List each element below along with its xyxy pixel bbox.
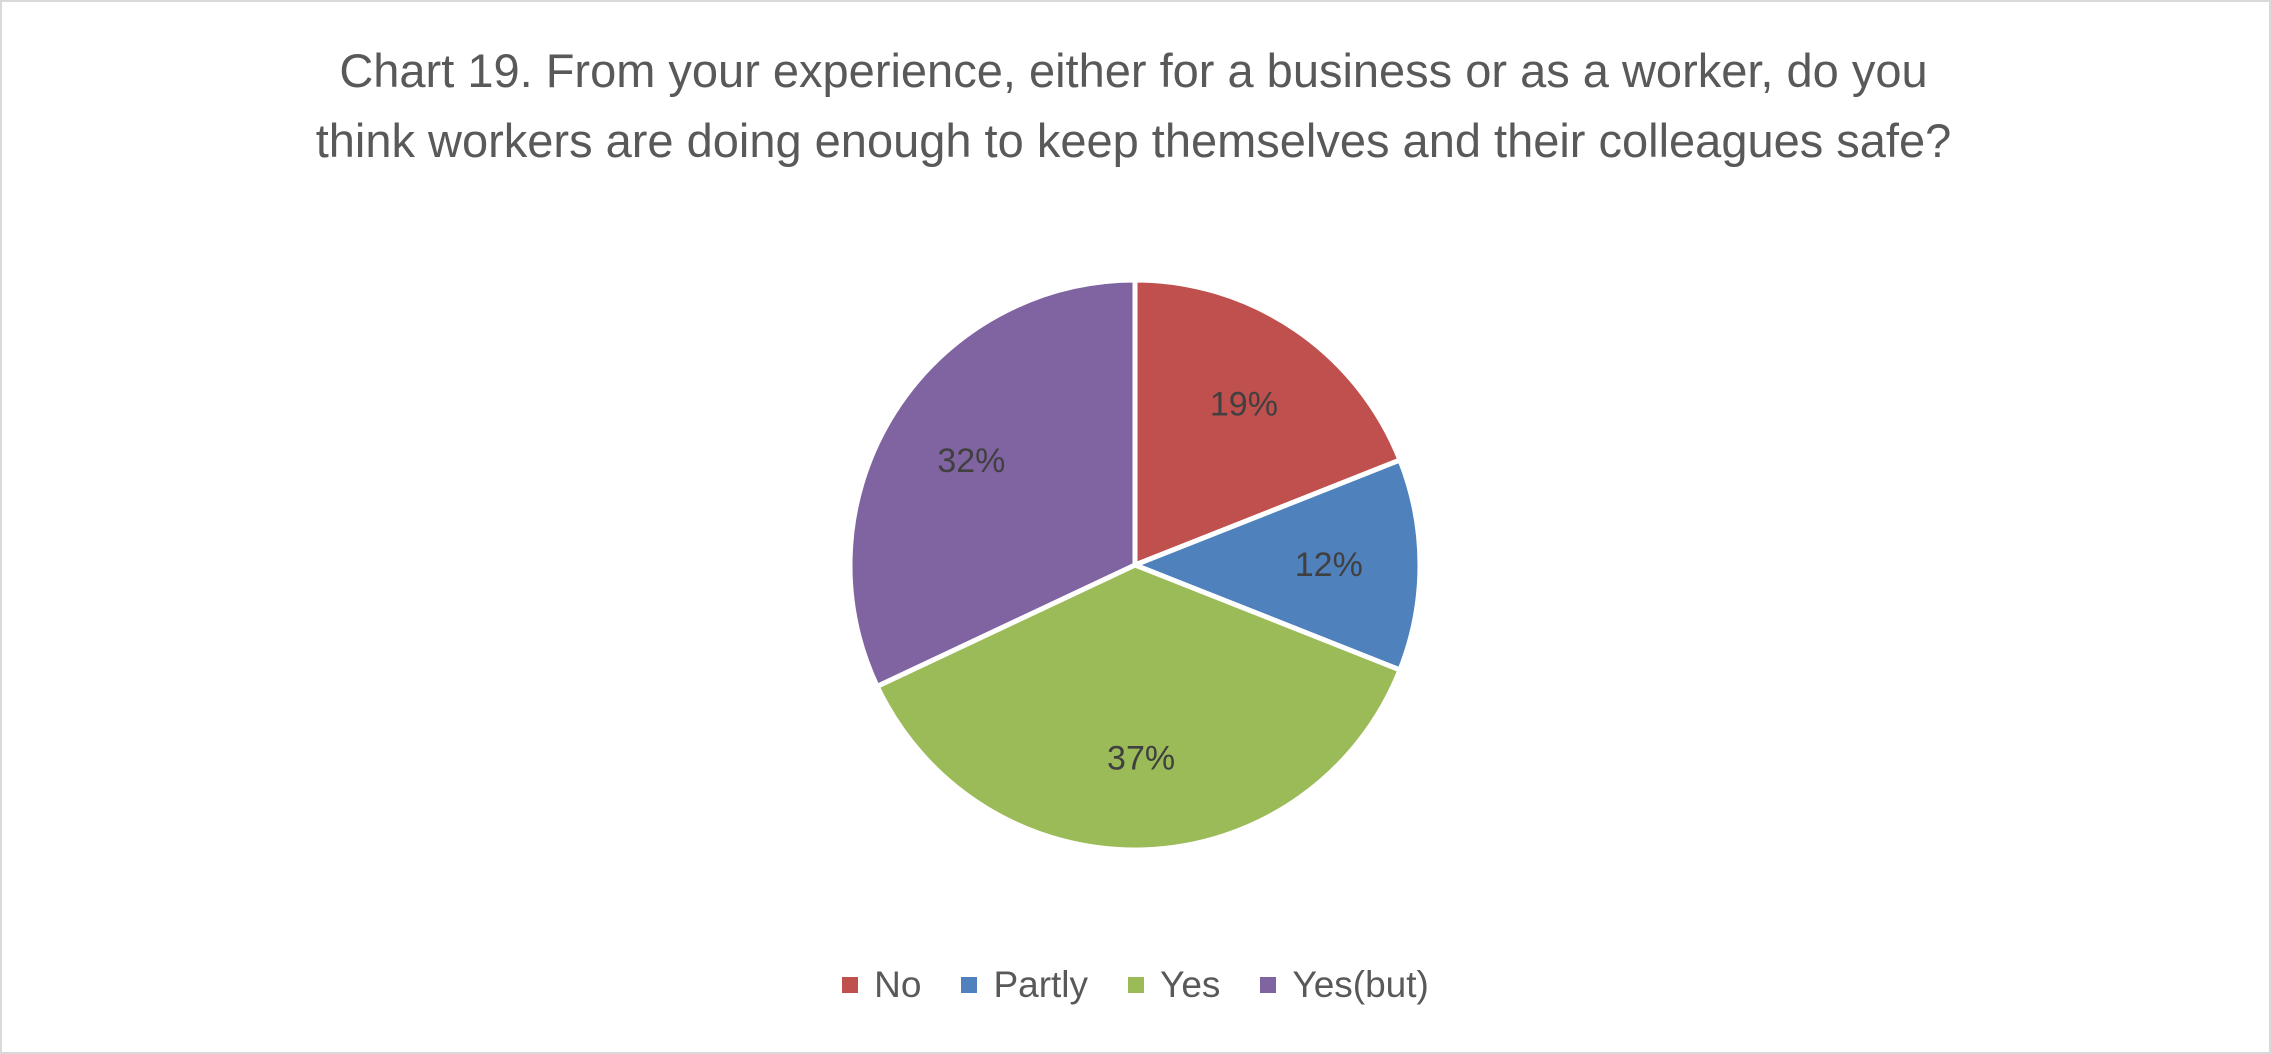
chart-title-line-1: Chart 19. From your experience, either f… [339, 44, 1928, 97]
legend-item-no[interactable]: No [842, 964, 921, 1006]
legend-swatch-partly [961, 977, 978, 993]
pie-slice-yes-but[interactable] [847, 277, 1138, 689]
data-label-yes: 37% [1107, 740, 1175, 778]
data-label-no: 19% [1210, 386, 1278, 424]
legend-swatch-yes [1128, 977, 1145, 993]
legend-item-partly[interactable]: Partly [961, 964, 1088, 1006]
legend-label-no: No [874, 964, 922, 1005]
pie-slice-no[interactable] [1132, 277, 1403, 568]
legend-item-yes-but[interactable]: Yes(but) [1260, 964, 1429, 1006]
pie-data-labels: 19% 12% 37% 32% [937, 386, 1362, 778]
legend-label-yes: Yes [1160, 964, 1221, 1005]
legend-swatch-no [842, 977, 859, 993]
chart-title: Chart 19. From your experience, either f… [150, 36, 2117, 176]
legend-item-yes[interactable]: Yes [1128, 964, 1220, 1006]
pie-slices [847, 277, 1423, 853]
chart-title-line-2: think workers are doing enough to keep t… [315, 114, 1952, 167]
pie-slice-partly[interactable] [1132, 457, 1423, 673]
legend-label-partly: Partly [993, 964, 1089, 1005]
pie-slice-yes[interactable] [874, 562, 1403, 853]
legend-swatch-yes-but [1260, 977, 1277, 993]
legend: No Partly Yes Yes(but) [0, 955, 2271, 1015]
data-label-partly: 12% [1295, 546, 1363, 584]
legend-label-yes-but: Yes(but) [1292, 964, 1429, 1005]
data-label-yes-but: 32% [937, 442, 1005, 480]
